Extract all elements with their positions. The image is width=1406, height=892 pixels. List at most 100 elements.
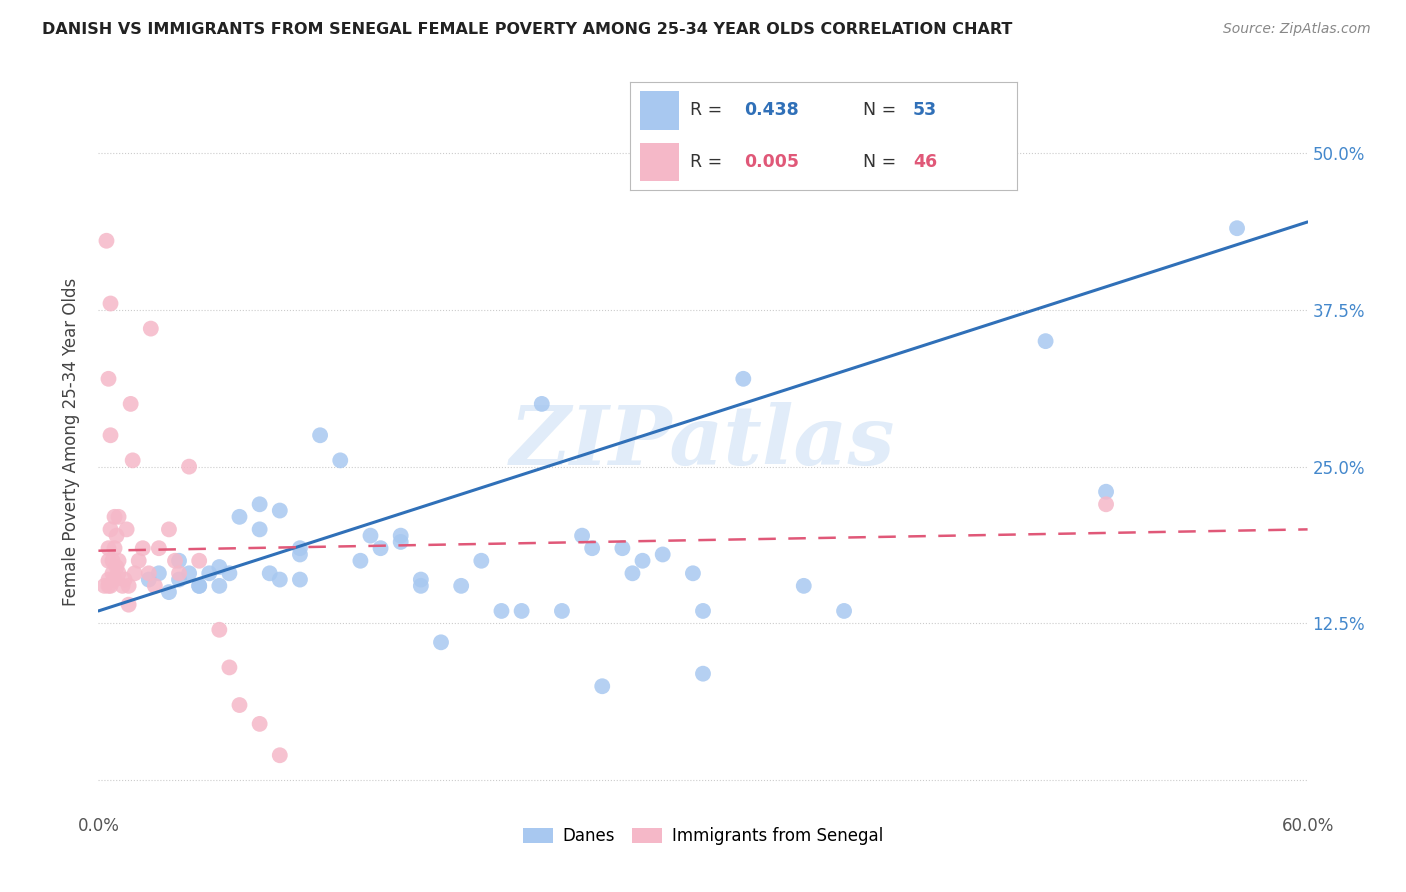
Point: [97, 372, 120, 386]
Point: [100, 522, 122, 536]
Point: [733, 372, 755, 386]
Point: [97, 554, 120, 568]
Point: [103, 509, 125, 524]
Point: [389, 529, 412, 543]
Point: [259, 566, 281, 581]
Point: [105, 560, 128, 574]
Text: Source: ZipAtlas.com: Source: ZipAtlas.com: [1223, 22, 1371, 37]
Point: [491, 604, 513, 618]
Point: [581, 541, 603, 556]
Point: [1095, 484, 1118, 499]
Y-axis label: Female Poverty Among 25-34 Year Olds: Female Poverty Among 25-34 Year Olds: [62, 277, 80, 606]
Point: [208, 560, 231, 574]
Point: [118, 579, 141, 593]
Point: [269, 748, 291, 763]
Point: [389, 535, 412, 549]
Point: [249, 717, 271, 731]
Point: [249, 497, 271, 511]
Point: [138, 566, 160, 581]
Point: [105, 529, 128, 543]
Point: [97, 573, 120, 587]
Point: [148, 541, 170, 556]
Point: [269, 573, 291, 587]
Point: [288, 548, 311, 562]
Point: [103, 573, 125, 587]
Text: DANISH VS IMMIGRANTS FROM SENEGAL FEMALE POVERTY AMONG 25-34 YEAR OLDS CORRELATI: DANISH VS IMMIGRANTS FROM SENEGAL FEMALE…: [42, 22, 1012, 37]
Point: [208, 579, 231, 593]
Point: [114, 573, 136, 587]
Point: [188, 579, 211, 593]
Point: [167, 573, 190, 587]
Point: [120, 397, 142, 411]
Point: [107, 554, 129, 568]
Point: [349, 554, 371, 568]
Point: [188, 579, 211, 593]
Point: [132, 541, 155, 556]
Point: [93, 579, 115, 593]
Point: [621, 566, 644, 581]
Text: ZIPatlas: ZIPatlas: [510, 401, 896, 482]
Point: [651, 548, 673, 562]
Point: [228, 698, 250, 712]
Point: [148, 566, 170, 581]
Point: [288, 541, 311, 556]
Point: [124, 566, 146, 581]
Point: [450, 579, 472, 593]
Legend: Danes, Immigrants from Senegal: Danes, Immigrants from Senegal: [516, 820, 890, 852]
Point: [692, 604, 714, 618]
Point: [228, 509, 250, 524]
Point: [249, 522, 271, 536]
Point: [612, 541, 634, 556]
Point: [97, 541, 120, 556]
Point: [692, 666, 714, 681]
Point: [101, 554, 124, 568]
Point: [96, 234, 118, 248]
Point: [107, 566, 129, 581]
Point: [167, 566, 190, 581]
Point: [111, 579, 134, 593]
Point: [179, 459, 201, 474]
Point: [510, 604, 533, 618]
Point: [115, 522, 138, 536]
Point: [218, 660, 240, 674]
Point: [143, 579, 166, 593]
Point: [309, 428, 332, 442]
Point: [370, 541, 392, 556]
Point: [101, 566, 124, 581]
Point: [208, 623, 231, 637]
Point: [409, 573, 432, 587]
Point: [97, 579, 120, 593]
Point: [139, 321, 162, 335]
Point: [329, 453, 352, 467]
Point: [631, 554, 654, 568]
Point: [430, 635, 453, 649]
Point: [198, 566, 221, 581]
Point: [682, 566, 704, 581]
Point: [1095, 497, 1118, 511]
Point: [167, 554, 190, 568]
Point: [1035, 334, 1057, 348]
Point: [551, 604, 574, 618]
Point: [1226, 221, 1249, 235]
Point: [269, 503, 291, 517]
Point: [218, 566, 240, 581]
Point: [121, 453, 143, 467]
Point: [179, 566, 201, 581]
Point: [103, 541, 125, 556]
Point: [128, 554, 150, 568]
Point: [409, 579, 432, 593]
Point: [100, 579, 122, 593]
Point: [118, 598, 141, 612]
Point: [793, 579, 815, 593]
Point: [188, 554, 211, 568]
Point: [591, 679, 613, 693]
Point: [163, 554, 186, 568]
Point: [100, 428, 122, 442]
Point: [288, 573, 311, 587]
Point: [157, 585, 180, 599]
Point: [360, 529, 382, 543]
Point: [832, 604, 855, 618]
Point: [530, 397, 553, 411]
Point: [138, 573, 160, 587]
Point: [100, 296, 122, 310]
